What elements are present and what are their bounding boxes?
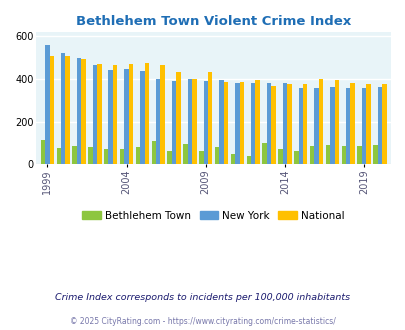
Bar	[345, 88, 350, 164]
Bar	[65, 56, 70, 164]
Text: Crime Index corresponds to incidents per 100,000 inhabitants: Crime Index corresponds to incidents per…	[55, 292, 350, 302]
Bar	[108, 70, 113, 164]
Bar	[61, 53, 65, 164]
Bar	[113, 65, 117, 164]
Bar	[277, 149, 282, 164]
Bar	[329, 87, 334, 164]
Bar	[192, 79, 196, 164]
Bar	[135, 147, 140, 164]
Bar	[298, 88, 302, 164]
Bar	[293, 151, 298, 164]
Bar	[203, 81, 207, 164]
Bar	[187, 79, 192, 164]
Bar	[255, 80, 259, 164]
Bar	[183, 144, 187, 164]
Bar	[356, 146, 361, 164]
Bar	[223, 82, 228, 164]
Bar	[271, 86, 275, 164]
Bar	[234, 83, 239, 164]
Bar	[361, 88, 365, 164]
Bar	[372, 145, 377, 164]
Bar	[266, 83, 271, 164]
Bar	[219, 81, 223, 164]
Bar	[381, 84, 386, 164]
Bar	[207, 73, 212, 164]
Bar	[156, 79, 160, 164]
Bar	[198, 151, 203, 164]
Bar	[81, 59, 85, 164]
Bar	[230, 153, 234, 164]
Bar	[77, 57, 81, 164]
Bar	[49, 56, 54, 164]
Bar	[167, 151, 171, 164]
Text: © 2025 CityRating.com - https://www.cityrating.com/crime-statistics/: © 2025 CityRating.com - https://www.city…	[70, 317, 335, 326]
Bar	[119, 149, 124, 164]
Bar	[56, 148, 61, 164]
Bar	[262, 143, 266, 164]
Bar	[151, 141, 156, 164]
Bar	[334, 80, 338, 164]
Bar	[160, 65, 164, 164]
Bar	[40, 140, 45, 164]
Bar	[341, 146, 345, 164]
Bar	[302, 84, 307, 164]
Bar	[128, 63, 133, 164]
Bar	[365, 84, 370, 164]
Bar	[286, 84, 291, 164]
Bar	[239, 82, 243, 164]
Bar	[176, 73, 180, 164]
Bar	[88, 147, 92, 164]
Legend: Bethlehem Town, New York, National: Bethlehem Town, New York, National	[78, 207, 348, 225]
Bar	[246, 156, 250, 164]
Bar	[325, 145, 329, 164]
Title: Bethlehem Town Violent Crime Index: Bethlehem Town Violent Crime Index	[76, 15, 350, 28]
Bar	[144, 63, 149, 164]
Bar	[250, 83, 255, 164]
Bar	[282, 83, 286, 164]
Bar	[350, 83, 354, 164]
Bar	[171, 82, 176, 164]
Bar	[92, 65, 97, 164]
Bar	[214, 147, 219, 164]
Bar	[72, 146, 77, 164]
Bar	[377, 87, 381, 164]
Bar	[140, 71, 144, 164]
Bar	[309, 146, 313, 164]
Bar	[313, 88, 318, 164]
Bar	[124, 69, 128, 164]
Bar	[318, 79, 322, 164]
Bar	[97, 64, 101, 164]
Bar	[104, 149, 108, 164]
Bar	[45, 45, 49, 164]
